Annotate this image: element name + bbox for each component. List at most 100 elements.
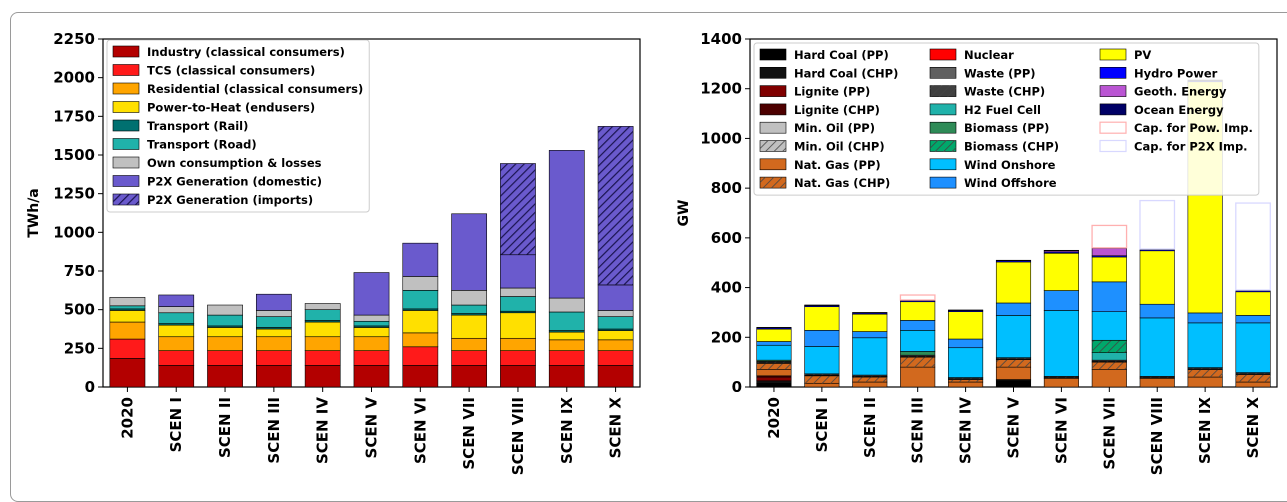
bar-segment [256, 337, 291, 351]
bar-segment [549, 298, 584, 312]
y-tick-label: 800 [711, 179, 742, 197]
bar-segment [805, 330, 839, 346]
bar-segment [948, 312, 982, 339]
legend-label: Ocean Energy [1134, 103, 1224, 117]
legend-label: Wind Offshore [964, 176, 1057, 190]
legend-entry: Nuclear [930, 48, 1014, 62]
bar-segment [354, 351, 389, 366]
bar-segment [1140, 201, 1174, 249]
bar-segment [805, 346, 839, 373]
bar-segment [207, 337, 242, 351]
bar-segment-hatch [900, 357, 934, 367]
legend-swatch [930, 122, 956, 133]
legend-swatch [113, 139, 139, 150]
legend-swatch-hatch [760, 177, 786, 188]
bar-segment [500, 288, 535, 297]
bar-segment [452, 214, 487, 291]
legend-label: Nat. Gas (PP) [794, 158, 881, 172]
bar-segment [1140, 318, 1174, 376]
bar-segment-hatch [500, 164, 535, 255]
legend-entry: Wind Onshore [930, 158, 1056, 172]
legend-label: Own consumption & losses [147, 156, 322, 170]
bar-segment [305, 310, 340, 321]
bar-segment [996, 262, 1030, 303]
bar-segment [452, 351, 487, 366]
bar-segment-hatch [1092, 362, 1126, 369]
bar-segment [305, 322, 340, 337]
y-tick-label: 2000 [53, 69, 95, 87]
bar-segment [948, 348, 982, 378]
legend-swatch [1100, 67, 1126, 78]
bar-segment [948, 339, 982, 348]
bar-segment [757, 383, 791, 387]
x-tick-label: SCEN VI [411, 397, 429, 464]
bar-segment [500, 351, 535, 366]
legend-label: Lignite (PP) [794, 85, 870, 99]
legend-swatch [113, 176, 139, 187]
legend-label: Hard Coal (PP) [794, 48, 889, 62]
bar-segment [159, 307, 194, 313]
bar-segment [207, 327, 242, 336]
bar-segment [757, 381, 791, 383]
bar-segment [853, 382, 887, 387]
legend-label: Nuclear [964, 48, 1014, 62]
bar-segment [452, 315, 487, 338]
x-tick-label: SCEN VI [1052, 397, 1070, 464]
bar-segment [452, 290, 487, 305]
legend-entry: Industry (classical consumers) [113, 45, 345, 59]
bar-segment [1140, 251, 1174, 304]
legend-entry: Nat. Gas (PP) [760, 158, 881, 172]
bar-segment [403, 276, 438, 290]
x-tick-label: SCEN I [813, 397, 831, 452]
bar-segment [403, 310, 438, 332]
legend-entry: Transport (Road) [113, 138, 257, 152]
bar-segment [1140, 304, 1174, 318]
bar-segment [598, 285, 633, 311]
legend-label: Industry (classical consumers) [147, 45, 345, 59]
legend-label: Hard Coal (CHP) [794, 66, 898, 80]
bar-segment [305, 337, 340, 351]
legend-label: Hydro Power [1134, 66, 1218, 80]
x-tick-label: SCEN VII [460, 397, 478, 470]
bar-segment [207, 351, 242, 366]
bar-segment [159, 337, 194, 351]
x-tick-label: SCEN VIII [1148, 397, 1166, 475]
bar-segment [853, 314, 887, 331]
y-axis-label: TWh/a [26, 188, 42, 238]
legend-entry: Lignite (CHP) [760, 103, 880, 117]
legend-label: Geoth. Energy [1134, 85, 1227, 99]
bar-segment-hatch [1236, 375, 1270, 382]
bar-segment [256, 317, 291, 328]
bar-segment [757, 345, 791, 360]
figure: 0250500750100012501500175020002250TWh/a2… [0, 0, 1287, 486]
bar-segment [207, 305, 242, 315]
y-tick-label: 1500 [53, 146, 95, 164]
bar-segment [948, 382, 982, 387]
bar-segment [110, 322, 145, 339]
bar-segment [1236, 323, 1270, 373]
bar-segment [598, 317, 633, 329]
y-tick-label: 600 [711, 229, 742, 247]
bar-segment [1092, 248, 1126, 255]
legend-entry: Ocean Energy [1100, 103, 1224, 117]
legend-swatch [113, 83, 139, 94]
bar-segment [757, 329, 791, 341]
x-tick-label: 2020 [765, 397, 783, 439]
bar-segment [1188, 377, 1222, 387]
bar-segment [452, 305, 487, 314]
legend-label: Transport (Road) [147, 138, 257, 152]
bar-segment [900, 330, 934, 351]
legend-entry: Biomass (CHP) [930, 140, 1059, 154]
y-tick-label: 1000 [700, 129, 742, 147]
bar-segment [1092, 257, 1126, 282]
legend-swatch [113, 157, 139, 168]
x-tick-label: SCEN III [909, 397, 927, 464]
legend-entry: Wind Offshore [930, 176, 1057, 190]
legend-swatch [1100, 86, 1126, 97]
legend-label: Cap. for P2X Imp. [1134, 140, 1248, 154]
x-tick-label: SCEN X [607, 397, 625, 459]
bar-segment [598, 365, 633, 387]
bar-segment [305, 303, 340, 309]
bar-segment [1092, 370, 1126, 387]
x-tick-label: SCEN IX [558, 397, 576, 464]
